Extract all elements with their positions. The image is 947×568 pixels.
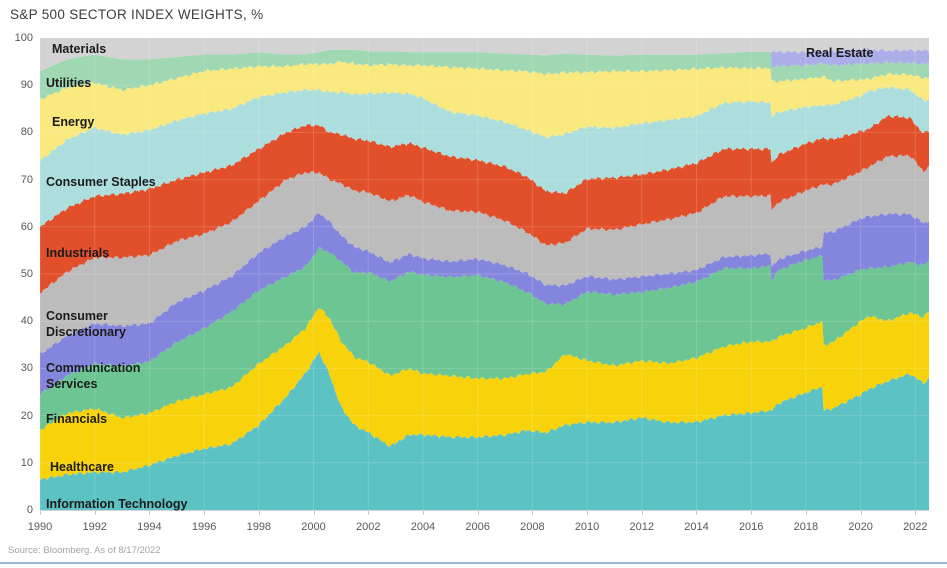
- y-tick-label: 0: [26, 504, 33, 516]
- x-tick-mark: [94, 511, 96, 515]
- x-tick-label: 2012: [629, 521, 655, 533]
- area-consumer-staples: [40, 86, 929, 227]
- plot-area: Materials Utilities Energy Consumer Stap…: [40, 38, 929, 511]
- x-tick-mark: [149, 511, 151, 515]
- y-tick-label: 100: [14, 32, 33, 44]
- stacked-area-chart: [40, 38, 929, 510]
- x-tick-mark: [258, 511, 260, 515]
- x-tick-label: 1994: [137, 521, 162, 533]
- x-tick-mark: [915, 511, 917, 515]
- y-tick-label: 50: [20, 268, 33, 280]
- y-tick-label: 60: [20, 220, 33, 233]
- x-tick-label: 2022: [903, 521, 928, 533]
- area-materials: [40, 38, 929, 71]
- label-consumer-discretionary: Consumer Discretionary: [46, 309, 126, 339]
- area-energy: [40, 60, 929, 162]
- x-tick-label: 2008: [520, 521, 545, 533]
- area-communication-services: [40, 212, 929, 397]
- y-tick-label: 20: [20, 409, 33, 422]
- x-tick-mark: [40, 511, 41, 515]
- area-consumer-discretionary: [40, 154, 929, 354]
- label-real-estate: Real Estate: [806, 46, 874, 60]
- x-tick-label: 1992: [82, 521, 107, 533]
- area-industrials: [40, 114, 929, 294]
- label-healthcare: Healthcare: [50, 460, 114, 474]
- x-tick-mark: [368, 511, 370, 515]
- bottom-accent-rule: [0, 562, 947, 564]
- x-tick-mark: [204, 511, 206, 515]
- source-note: Source: Bloomberg. As of 8/17/2022: [8, 545, 161, 556]
- x-tick-mark: [751, 511, 753, 515]
- x-tick-mark: [860, 511, 862, 515]
- label-industrials: Industrials: [46, 246, 110, 260]
- x-tick-mark: [641, 511, 643, 515]
- x-tick-label: 1998: [246, 521, 272, 533]
- x-tick-label: 2010: [574, 521, 600, 533]
- x-tick-label: 2006: [465, 521, 490, 533]
- y-tick-label: 10: [20, 456, 33, 469]
- x-tick-label: 2018: [793, 521, 819, 533]
- label-materials: Materials: [52, 42, 107, 56]
- x-tick-label: 2002: [355, 521, 381, 533]
- label-communication-services: Communication Services: [46, 361, 141, 391]
- x-tick-label: 2016: [738, 521, 764, 533]
- y-tick-label: 90: [20, 79, 33, 92]
- x-tick-label: 1990: [27, 521, 53, 533]
- gridlines: [40, 38, 929, 510]
- label-utilities: Utilities: [46, 76, 92, 90]
- y-tick-label: 40: [20, 315, 33, 328]
- x-tick-label: 1996: [191, 521, 217, 533]
- x-tick-mark: [532, 511, 534, 515]
- label-information-technology: Information Technology: [46, 497, 188, 511]
- y-tick-label: 30: [20, 362, 33, 375]
- x-tick-label: 2000: [301, 521, 326, 533]
- x-tick-mark: [477, 511, 479, 515]
- area-utilities: [40, 49, 929, 100]
- x-tick-mark: [422, 511, 424, 515]
- x-tick-mark: [805, 511, 807, 515]
- x-tick-mark: [587, 511, 589, 515]
- y-tick-label: 80: [20, 126, 33, 139]
- label-consumer-staples: Consumer Staples: [46, 175, 156, 189]
- x-tick-label: 2014: [684, 521, 709, 533]
- label-financials: Financials: [46, 412, 108, 426]
- x-tick-label: 2004: [410, 521, 436, 533]
- label-energy: Energy: [52, 115, 95, 129]
- area-financials: [40, 246, 929, 430]
- x-tick-label: 2020: [848, 521, 873, 533]
- area-healthcare: [40, 308, 929, 480]
- x-tick-mark: [313, 511, 315, 515]
- y-tick-label: 70: [20, 173, 33, 186]
- area-information-technology: [40, 350, 929, 510]
- chart-title: S&P 500 SECTOR INDEX WEIGHTS, %: [10, 7, 264, 22]
- x-tick-mark: [696, 511, 698, 515]
